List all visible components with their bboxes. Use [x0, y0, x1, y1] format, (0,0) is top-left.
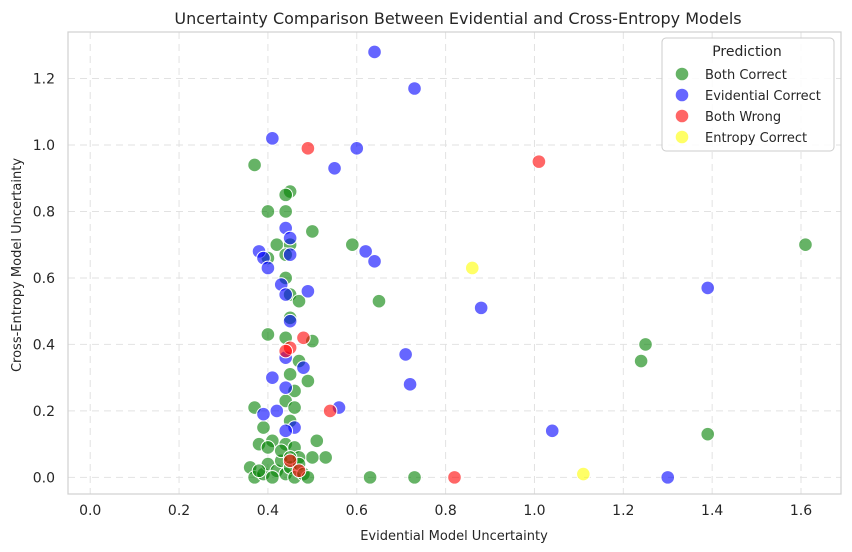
legend-box	[661, 37, 835, 152]
y-tick-label: 0.4	[33, 337, 55, 353]
point-both-correct	[300, 373, 316, 389]
point-evidential-correct	[660, 470, 676, 485]
point-both-correct	[278, 187, 293, 203]
point-both-correct	[265, 470, 280, 485]
point-both-wrong	[282, 453, 298, 469]
point-evidential-correct	[282, 247, 298, 262]
point-both-correct	[318, 450, 333, 465]
point-both-wrong	[291, 463, 307, 479]
x-tick-label: 1.0	[523, 503, 545, 519]
point-both-correct	[251, 463, 267, 479]
point-evidential-correct	[473, 300, 489, 316]
legend-marker-evidential-correct	[674, 87, 690, 103]
y-tick-label: 1.0	[33, 138, 55, 154]
x-tick-label: 0.2	[168, 503, 190, 519]
x-axis-title: Evidential Model Uncertainty	[360, 529, 548, 544]
y-tick-label: 0.8	[33, 204, 55, 220]
point-both-correct	[309, 433, 325, 449]
point-evidential-correct	[269, 403, 285, 419]
point-both-correct	[278, 204, 293, 219]
point-evidential-correct	[256, 406, 271, 422]
point-both-correct	[256, 420, 271, 435]
point-both-wrong	[296, 330, 311, 346]
point-evidential-correct	[282, 230, 298, 246]
data-points	[242, 44, 813, 485]
point-evidential-correct	[398, 347, 413, 362]
x-tick-label: 0.0	[79, 503, 101, 519]
x-tick-label: 1.4	[701, 503, 723, 519]
legend-marker-both-correct	[674, 66, 690, 82]
x-tick-label: 0.8	[434, 503, 456, 519]
point-evidential-correct	[367, 44, 382, 60]
point-entropy-correct	[464, 260, 480, 276]
point-both-correct	[260, 440, 276, 455]
point-evidential-correct	[296, 360, 311, 375]
point-both-correct	[247, 157, 262, 173]
point-both-correct	[287, 400, 302, 415]
point-both-correct	[362, 470, 378, 485]
point-both-correct	[345, 237, 360, 253]
y-tick-label: 0.6	[33, 271, 55, 287]
point-evidential-correct	[407, 81, 422, 96]
y-tick-label: 1.2	[33, 72, 55, 88]
point-evidential-correct	[358, 244, 373, 259]
point-evidential-correct	[278, 287, 293, 302]
point-both-wrong	[531, 154, 547, 169]
point-both-wrong	[322, 403, 338, 419]
point-both-correct	[633, 353, 649, 369]
point-evidential-correct	[327, 160, 342, 176]
point-both-wrong	[278, 343, 293, 359]
x-tick-label: 0.6	[346, 503, 368, 519]
point-both-correct	[260, 327, 276, 342]
point-both-correct	[305, 450, 320, 465]
point-evidential-correct	[278, 423, 293, 439]
x-axis-ticks: 0.0 0.2 0.4 0.6 0.8 1.0 1.2 1.4 1.6	[79, 503, 812, 519]
x-tick-label: 1.2	[612, 503, 634, 519]
y-axis-ticks: 0.0 0.2 0.4 0.6 0.8 1.0 1.2	[33, 72, 55, 487]
point-both-correct	[260, 204, 276, 219]
y-axis-title: Cross-Entropy Model Uncertainty	[10, 158, 25, 372]
x-tick-label: 0.4	[257, 503, 279, 519]
point-evidential-correct	[700, 280, 716, 296]
legend-label-evidential-correct: Evidential Correct	[705, 89, 821, 104]
legend-label-entropy-correct: Entropy Correct	[705, 131, 807, 146]
point-both-correct	[291, 293, 307, 309]
point-both-correct	[407, 470, 422, 485]
point-both-correct	[700, 426, 716, 442]
y-tick-label: 0.0	[33, 470, 55, 486]
chart-title: Uncertainty Comparison Between Evidentia…	[174, 9, 741, 28]
legend-label-both-correct: Both Correct	[705, 68, 787, 83]
point-evidential-correct	[260, 260, 276, 276]
point-both-correct	[798, 237, 813, 253]
point-evidential-correct	[300, 283, 316, 299]
point-both-wrong	[300, 141, 316, 156]
point-evidential-correct	[367, 254, 382, 269]
legend-title: Prediction	[712, 44, 782, 60]
point-evidential-correct	[349, 141, 365, 156]
x-tick-label: 1.6	[790, 503, 812, 519]
legend-marker-both-wrong	[674, 108, 690, 124]
legend: Prediction Both Correct Evidential Correc…	[661, 37, 835, 152]
point-evidential-correct	[402, 377, 418, 392]
point-evidential-correct	[265, 131, 280, 146]
point-evidential-correct	[265, 370, 280, 385]
point-both-correct	[638, 337, 653, 352]
point-both-wrong	[447, 470, 462, 485]
point-both-correct	[305, 224, 320, 239]
point-evidential-correct	[282, 313, 298, 329]
legend-marker-entropy-correct	[674, 129, 690, 145]
y-tick-label: 0.2	[33, 404, 55, 420]
point-evidential-correct	[544, 423, 560, 439]
point-entropy-correct	[576, 466, 591, 482]
plot-frame	[67, 31, 842, 495]
point-evidential-correct	[278, 380, 293, 395]
point-both-correct	[371, 293, 387, 309]
legend-label-both-wrong: Both Wrong	[705, 110, 781, 125]
point-both-correct	[282, 367, 298, 382]
